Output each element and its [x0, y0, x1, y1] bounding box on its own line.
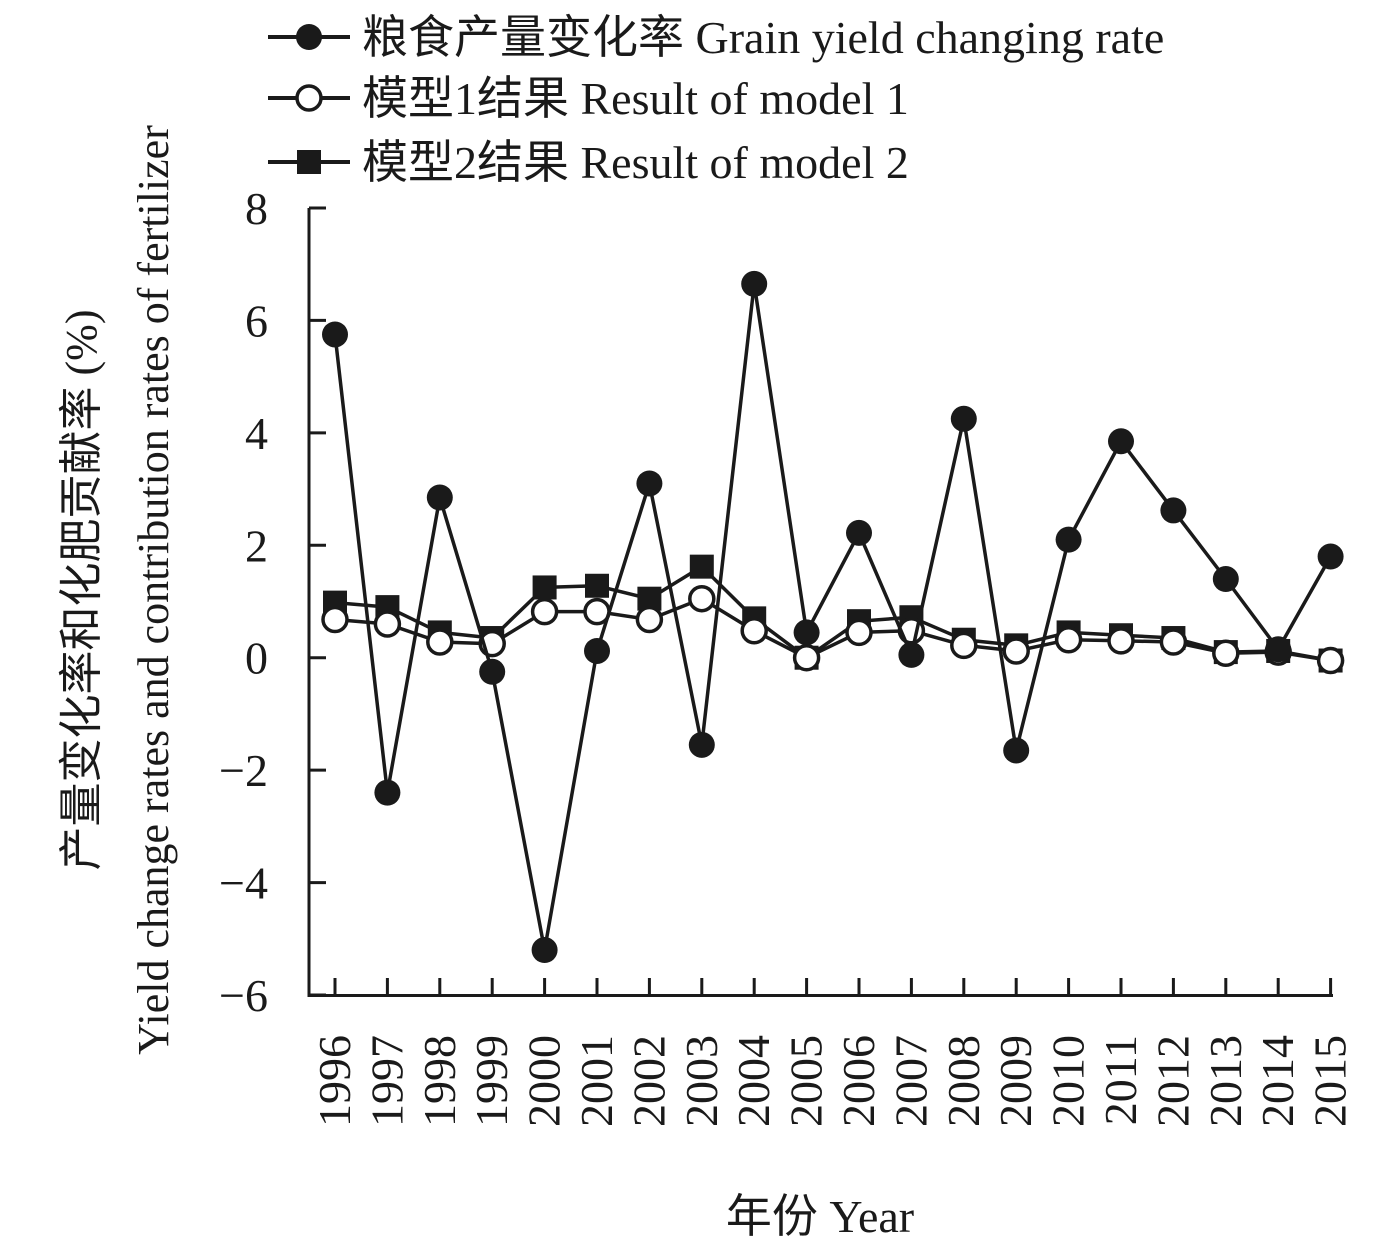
x-tick-label: 2005 [781, 1035, 832, 1127]
y-tick-label: 4 [245, 408, 268, 459]
data-point [845, 618, 873, 647]
legend-marker [296, 24, 322, 50]
data-point [688, 584, 716, 613]
data-point [1212, 639, 1240, 667]
x-tick-label: 1998 [414, 1035, 465, 1127]
y-axis-title-group: 产量变化率和化肥贡献率 (%) Yield change rates and c… [57, 125, 178, 1055]
data-point [792, 643, 821, 672]
x-tick-label: 1997 [361, 1035, 412, 1127]
data-point [321, 605, 349, 634]
data-point [635, 605, 664, 634]
data-point [1107, 627, 1135, 655]
data-point [373, 610, 402, 638]
data-point [1055, 526, 1082, 553]
data-point [479, 658, 506, 685]
x-tick-label: 2002 [623, 1035, 674, 1127]
x-tick-label: 2001 [571, 1035, 622, 1127]
legend-label: 模型2结果 Result of model 2 [362, 137, 909, 188]
data-point [322, 321, 348, 348]
data-point [1212, 566, 1239, 593]
legend-marker [297, 150, 321, 174]
data-point [1002, 637, 1030, 665]
data-point [1003, 737, 1030, 764]
y-axis-title-chinese: 产量变化率和化肥贡献率 (%) [57, 310, 106, 871]
data-point [846, 519, 872, 546]
x-tick-label: 2014 [1252, 1035, 1303, 1127]
series-line [333, 282, 1333, 952]
legend-marker [295, 84, 323, 112]
y-tick-label: 8 [245, 183, 268, 234]
x-tick-label: 2003 [676, 1035, 727, 1127]
y-tick-label: −6 [219, 970, 268, 1021]
x-tick-label: 2015 [1305, 1035, 1356, 1127]
plot-area: 8 6 4 2 0 −2 −4 −6 1996 1997 1998 1999 2000 2001 2002… [219, 183, 1356, 1127]
data-point [426, 628, 454, 656]
data-point [688, 731, 715, 758]
y-axis-title-english: Yield change rates and contribution rate… [129, 125, 178, 1055]
y-tick-label: 2 [245, 520, 268, 571]
data-point [950, 405, 977, 432]
x-ticks: 1996 1997 1998 1999 2000 2001 2002 2003 2004 2005… [309, 978, 1356, 1127]
data-point [1316, 646, 1345, 675]
legend-item: 模型2结果 Result of model 2 [268, 137, 909, 188]
data-point [793, 619, 820, 646]
series-layer [321, 270, 1345, 964]
x-axis-title: 年份 Year [726, 1191, 914, 1242]
y-tick-label: 0 [245, 633, 268, 684]
data-point [898, 641, 925, 668]
data-point [636, 470, 663, 497]
x-tick-label: 2013 [1200, 1035, 1251, 1127]
data-point [740, 616, 768, 645]
x-tick-label: 2006 [833, 1035, 884, 1127]
series-2 [321, 584, 1345, 675]
x-tick-label: 2007 [885, 1035, 936, 1127]
x-tick-label: 2011 [1095, 1035, 1146, 1125]
legend-item: 模型1结果 Result of model 1 [268, 73, 909, 124]
data-point [584, 637, 610, 664]
y-ticks: 8 6 4 2 0 −2 −4 −6 [219, 183, 326, 1021]
data-point [950, 631, 978, 660]
x-tick-label: 2000 [519, 1035, 570, 1127]
data-point [689, 554, 714, 579]
x-tick-label: 2008 [938, 1035, 989, 1127]
x-tick-label: 2004 [728, 1035, 779, 1127]
data-point [585, 573, 609, 598]
data-point [1160, 497, 1187, 524]
series-1 [322, 270, 1344, 964]
legend-label: 模型1结果 Result of model 1 [362, 73, 909, 124]
data-point [741, 270, 768, 297]
x-tick-label: 2010 [1043, 1035, 1094, 1127]
x-tick-label: 1999 [466, 1035, 517, 1127]
y-tick-label: −4 [219, 858, 268, 909]
data-point [1159, 628, 1188, 656]
data-point [531, 937, 558, 964]
legend-label: 粮食产量变化率 Grain yield changing rate [362, 12, 1164, 63]
data-point [530, 597, 559, 626]
data-point [1054, 625, 1083, 654]
data-point [426, 484, 453, 511]
x-tick-label: 2009 [990, 1035, 1041, 1127]
y-tick-label: −2 [219, 745, 268, 796]
legend-item: 粮食产量变化率 Grain yield changing rate [268, 12, 1164, 63]
data-point [532, 575, 557, 600]
data-point [1317, 543, 1344, 570]
x-tick-label: 2012 [1147, 1035, 1198, 1127]
x-tick-label: 1996 [309, 1035, 360, 1127]
data-point [374, 779, 401, 806]
data-point [1108, 428, 1134, 455]
legend: 粮食产量变化率 Grain yield changing rate 模型1结果 R… [268, 12, 1164, 188]
data-point [1265, 636, 1292, 663]
y-tick-label: 6 [245, 295, 268, 346]
